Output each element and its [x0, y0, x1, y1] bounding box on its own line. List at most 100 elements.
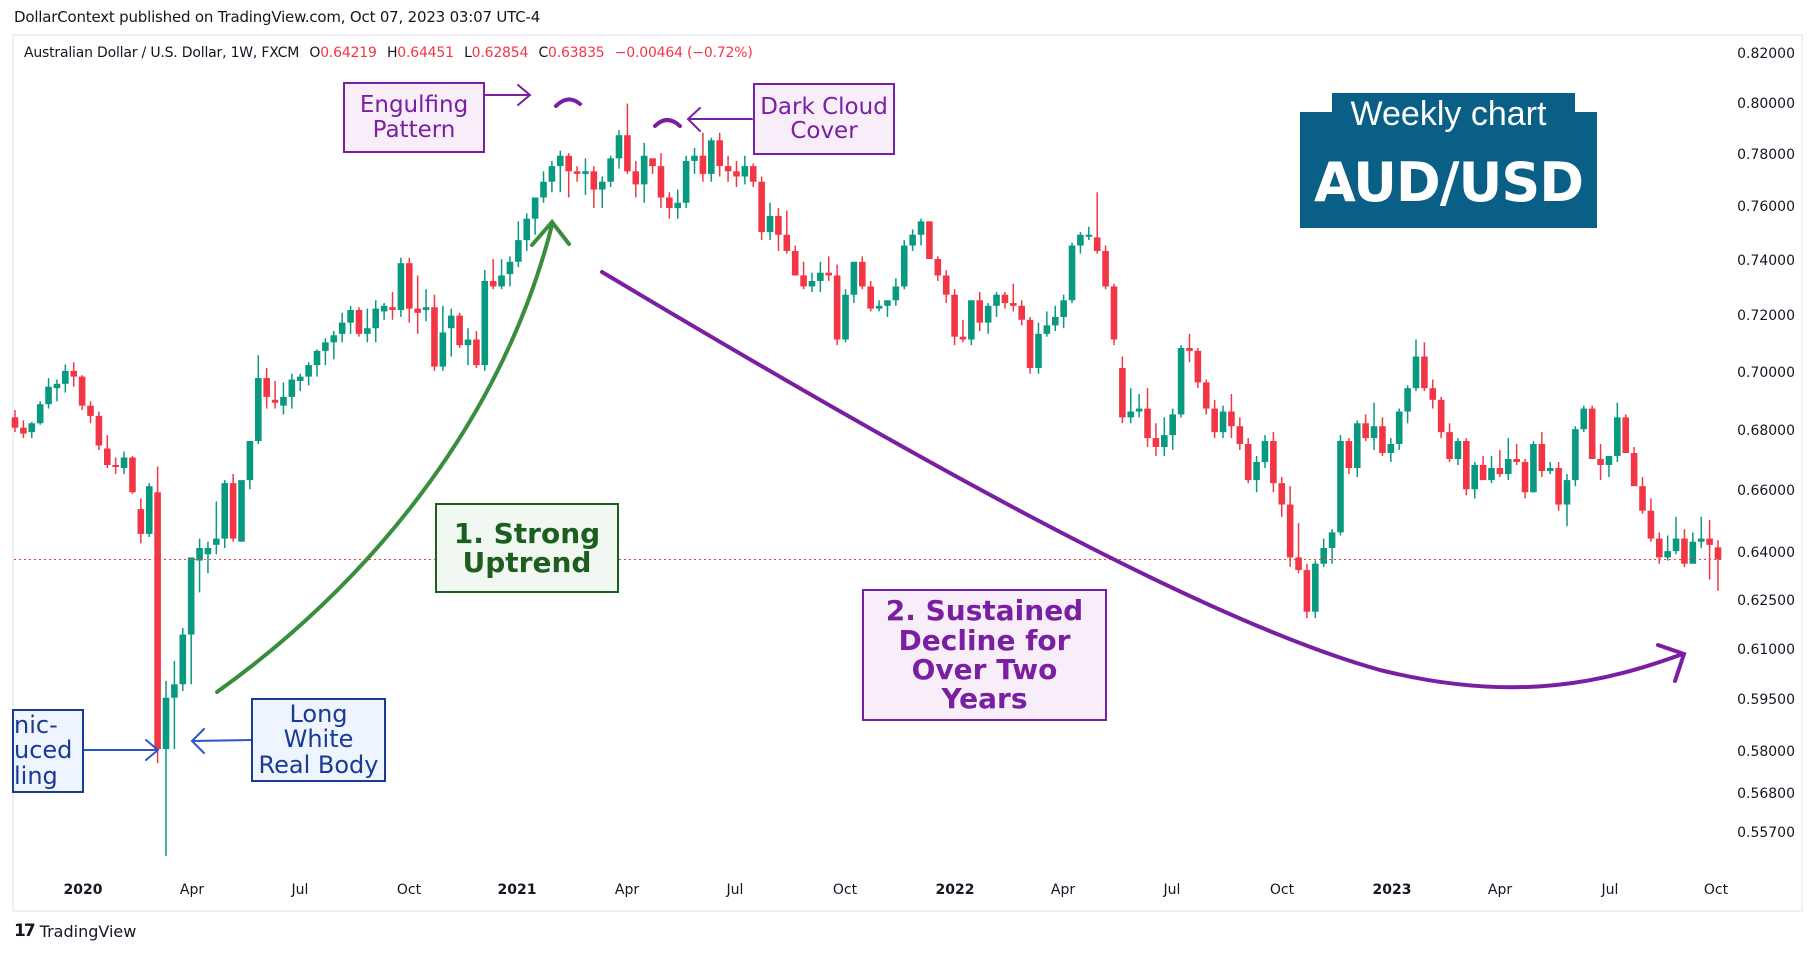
candle — [783, 234, 791, 251]
candle — [305, 365, 312, 377]
candle — [1681, 538, 1688, 564]
candle — [1312, 563, 1319, 612]
candle — [1169, 414, 1177, 436]
candle — [716, 140, 723, 167]
candle — [674, 202, 682, 209]
candle — [1202, 382, 1210, 409]
candle — [892, 286, 900, 301]
candle — [523, 218, 531, 241]
candle — [833, 275, 841, 340]
candle — [338, 322, 346, 334]
candle — [145, 486, 153, 534]
candle — [598, 181, 606, 190]
candle — [875, 305, 883, 309]
candle — [791, 250, 799, 276]
candle — [900, 245, 908, 287]
price-tick: 0.58000 — [1737, 743, 1795, 760]
candle — [1060, 300, 1067, 317]
candle — [1395, 411, 1403, 445]
uptrend-arrowhead-icon — [530, 218, 571, 247]
low-value: 0.62854 — [471, 45, 529, 61]
candle — [1194, 350, 1202, 383]
candle — [691, 155, 698, 161]
candle — [154, 492, 161, 750]
candle — [1672, 538, 1680, 552]
candle — [1236, 426, 1244, 445]
candle — [422, 307, 430, 311]
candle — [859, 261, 866, 287]
time-tick: Apr — [1050, 882, 1076, 898]
candle — [976, 300, 984, 323]
candle — [984, 305, 992, 323]
candle — [1454, 441, 1462, 459]
candle — [1093, 237, 1101, 251]
price-tick: 0.70000 — [1737, 364, 1795, 381]
change-value: −0.00464 (−0.72%) — [614, 45, 753, 61]
candle — [288, 379, 296, 397]
candle — [959, 336, 967, 340]
candle — [817, 272, 824, 281]
candle — [1010, 303, 1017, 306]
candle — [78, 376, 86, 406]
candle — [800, 275, 807, 287]
candle — [1546, 468, 1554, 472]
candle — [1697, 538, 1705, 542]
candle — [137, 509, 145, 534]
candle — [775, 216, 782, 235]
candle — [1278, 483, 1286, 505]
candle — [112, 464, 119, 467]
candle — [1479, 464, 1487, 481]
price-tick: 0.72000 — [1737, 307, 1795, 324]
candle — [766, 216, 774, 233]
candle — [464, 339, 472, 346]
candle — [171, 684, 178, 698]
candle — [87, 405, 94, 416]
candle — [1538, 444, 1546, 472]
time-tick: 2023 — [1372, 882, 1412, 898]
candle — [724, 166, 732, 172]
candle — [1345, 441, 1353, 469]
candle — [615, 135, 623, 159]
candle — [1253, 461, 1260, 481]
candle — [439, 332, 447, 367]
candle — [1219, 411, 1227, 433]
price-tick: 0.56800 — [1737, 785, 1795, 802]
candle — [1362, 423, 1369, 439]
candle — [70, 370, 78, 377]
price-tick: 0.80000 — [1737, 95, 1795, 112]
candle — [414, 308, 421, 313]
candle — [1504, 458, 1512, 475]
candle — [380, 305, 388, 312]
price-tick: 0.66000 — [1737, 483, 1795, 500]
candle — [1463, 441, 1470, 490]
candle — [808, 280, 816, 287]
tradingview-footer[interactable]: 17 TradingView — [14, 921, 136, 941]
candle — [917, 221, 925, 235]
candle — [1639, 486, 1646, 511]
candle — [1135, 408, 1143, 412]
candle — [1244, 444, 1252, 481]
candle — [1446, 432, 1453, 459]
candle — [1412, 356, 1420, 389]
candle — [682, 160, 690, 203]
candle — [565, 155, 572, 172]
candle — [11, 417, 19, 428]
candle — [1664, 551, 1671, 558]
candle — [741, 166, 749, 177]
candle — [867, 286, 874, 309]
candle — [1001, 294, 1009, 304]
candle — [1353, 423, 1361, 469]
time-tick: Apr — [179, 882, 205, 898]
candle — [1286, 504, 1294, 558]
candle — [1530, 444, 1537, 493]
candle — [1689, 541, 1697, 564]
candle — [322, 342, 329, 351]
candle — [1421, 356, 1428, 389]
candle — [1177, 348, 1185, 415]
candle — [1605, 455, 1613, 465]
high-value: 0.64451 — [397, 45, 454, 61]
candle — [229, 483, 237, 539]
candle — [246, 441, 254, 481]
candle — [213, 538, 220, 545]
